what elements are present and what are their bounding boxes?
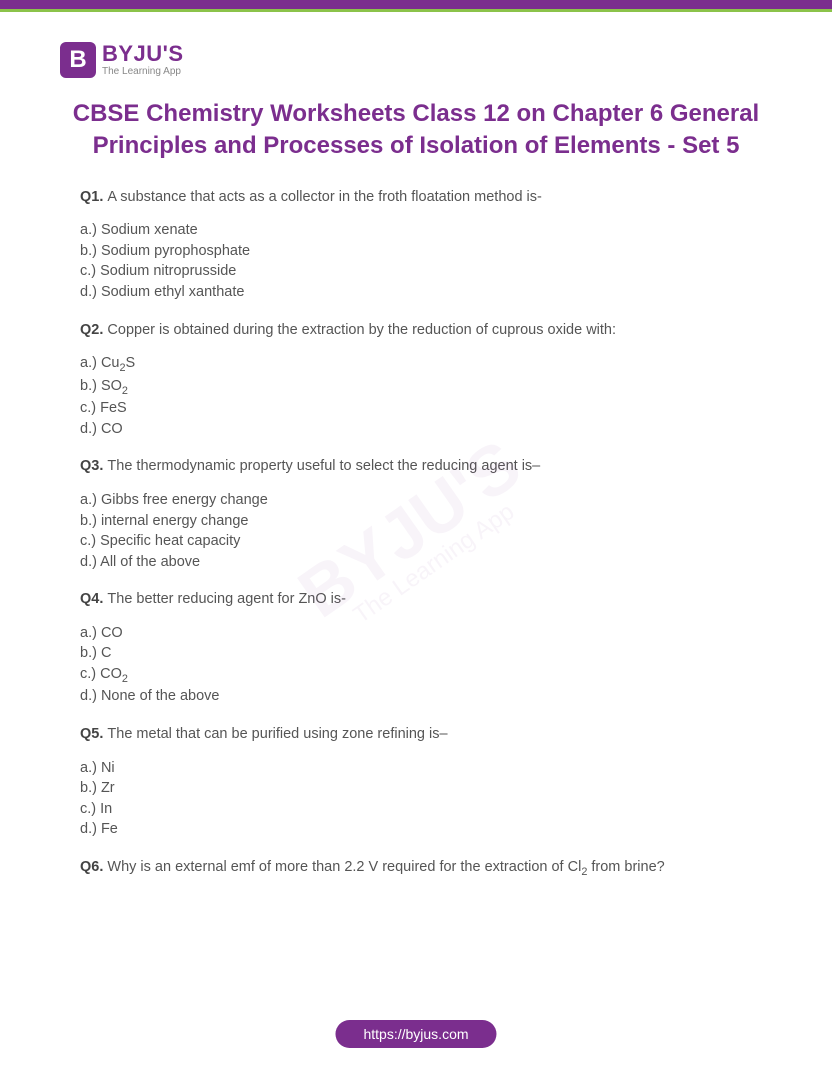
option-item: c.) CO2 [80, 665, 752, 687]
option-item: c.) Sodium nitroprusside [80, 262, 752, 282]
question-line: Q5. The metal that can be purified using… [80, 725, 752, 745]
question-number: Q3. [80, 458, 107, 474]
options-list: a.) Cu2Sb.) SO2c.) FeSd.) CO [80, 354, 752, 439]
question-line: Q6. Why is an external emf of more than … [80, 858, 752, 880]
option-item: d.) Fe [80, 820, 752, 840]
question-number: Q2. [80, 322, 107, 338]
options-list: a.) Nib.) Zrc.) Ind.) Fe [80, 759, 752, 840]
question-line: Q2. Copper is obtained during the extrac… [80, 321, 752, 341]
option-item: d.) All of the above [80, 553, 752, 573]
question-text: The thermodynamic property useful to sel… [107, 458, 540, 474]
question-block: Q5. The metal that can be purified using… [80, 725, 752, 840]
logo-area: B BYJU'S The Learning App [0, 12, 832, 83]
top-accent-bar [0, 0, 832, 12]
question-block: Q3. The thermodynamic property useful to… [80, 457, 752, 572]
logo-text: BYJU'S The Learning App [102, 43, 184, 77]
footer-url: https://byjus.com [335, 1020, 496, 1048]
logo-icon: B [60, 42, 96, 78]
option-item: c.) In [80, 800, 752, 820]
question-number: Q5. [80, 726, 107, 742]
option-item: d.) Sodium ethyl xanthate [80, 283, 752, 303]
option-item: a.) Sodium xenate [80, 221, 752, 241]
question-block: Q2. Copper is obtained during the extrac… [80, 321, 752, 440]
option-item: b.) Zr [80, 779, 752, 799]
option-item: a.) Ni [80, 759, 752, 779]
options-list: a.) Sodium xenateb.) Sodium pyrophosphat… [80, 221, 752, 302]
option-item: b.) C [80, 644, 752, 664]
question-block: Q6. Why is an external emf of more than … [80, 858, 752, 880]
option-item: a.) Cu2S [80, 354, 752, 376]
question-block: Q1. A substance that acts as a collector… [80, 188, 752, 303]
option-item: b.) SO2 [80, 377, 752, 399]
question-text: The metal that can be purified using zon… [107, 726, 447, 742]
option-item: a.) Gibbs free energy change [80, 491, 752, 511]
question-text: The better reducing agent for ZnO is- [107, 591, 346, 607]
option-item: a.) CO [80, 624, 752, 644]
logo-letter: B [69, 46, 86, 74]
option-item: c.) Specific heat capacity [80, 532, 752, 552]
options-list: a.) Gibbs free energy changeb.) internal… [80, 491, 752, 572]
question-text: A substance that acts as a collector in … [107, 189, 541, 205]
brand-name: BYJU'S [102, 43, 184, 65]
question-number: Q4. [80, 591, 107, 607]
brand-tagline: The Learning App [102, 67, 184, 77]
question-line: Q4. The better reducing agent for ZnO is… [80, 590, 752, 610]
question-number: Q6. [80, 859, 107, 875]
question-number: Q1. [80, 189, 107, 205]
question-line: Q3. The thermodynamic property useful to… [80, 457, 752, 477]
question-line: Q1. A substance that acts as a collector… [80, 188, 752, 208]
page-title: CBSE Chemistry Worksheets Class 12 on Ch… [0, 83, 832, 188]
question-text: Why is an external emf of more than 2.2 … [107, 859, 664, 875]
option-item: b.) internal energy change [80, 512, 752, 532]
question-block: Q4. The better reducing agent for ZnO is… [80, 590, 752, 707]
option-item: d.) CO [80, 420, 752, 440]
question-text: Copper is obtained during the extraction… [107, 322, 616, 338]
option-item: d.) None of the above [80, 687, 752, 707]
option-item: c.) FeS [80, 399, 752, 419]
options-list: a.) COb.) Cc.) CO2d.) None of the above [80, 624, 752, 707]
option-item: b.) Sodium pyrophosphate [80, 242, 752, 262]
questions-content: Q1. A substance that acts as a collector… [0, 188, 832, 880]
